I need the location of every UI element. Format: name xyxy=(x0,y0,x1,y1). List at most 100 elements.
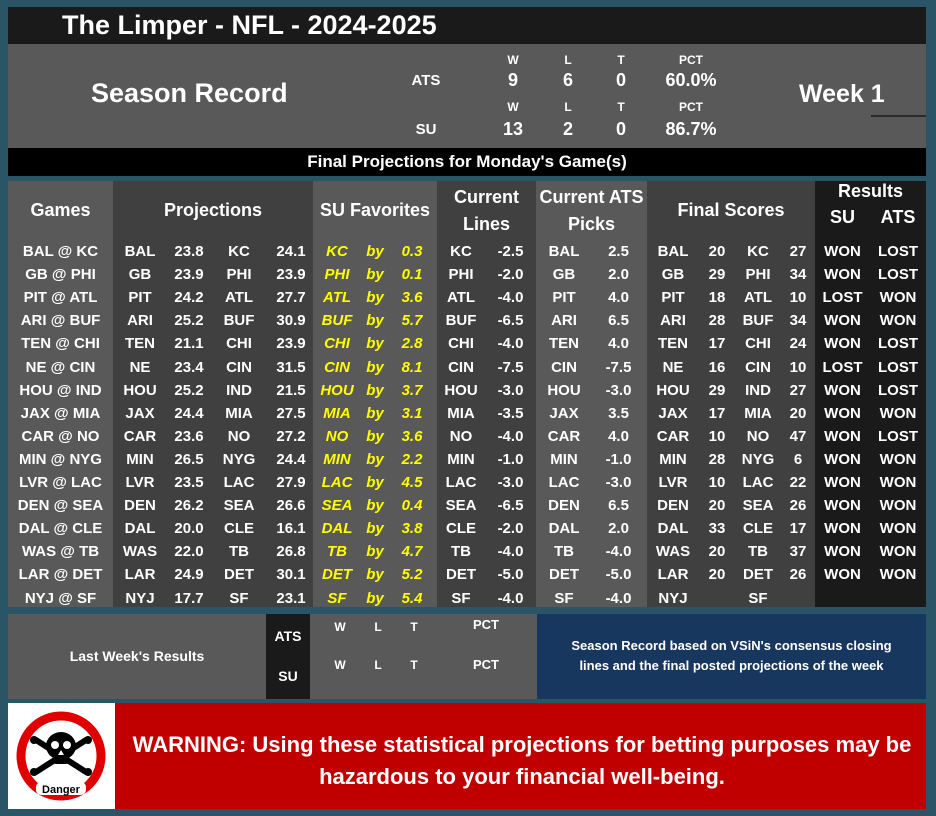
games-column xyxy=(8,181,113,607)
su-favorite-margin: 2.8 xyxy=(401,335,423,353)
ats-pick-team: TB xyxy=(554,543,574,561)
game-matchup: DAL @ CLE xyxy=(18,520,103,538)
result-ats: WON xyxy=(879,289,917,307)
last-week-ats-t-header: T xyxy=(410,620,418,634)
ats-t-header: T xyxy=(617,53,625,67)
final-away-score: 17 xyxy=(708,404,726,422)
final-home-team: NO xyxy=(746,427,770,445)
proj-away-team: LVR xyxy=(125,474,155,491)
limper-sheet: The Limper - NFL - 2024-2025 Season Reco… xyxy=(8,7,926,809)
danger-skull-icon: Danger xyxy=(16,711,106,801)
result-ats: LOST xyxy=(878,427,918,445)
proj-away-team: HOU xyxy=(123,381,157,399)
final-away-team: DEN xyxy=(657,497,689,515)
final-home-score: 17 xyxy=(789,520,807,538)
su-favorite-margin: 8.1 xyxy=(401,358,423,376)
final-home-team: KC xyxy=(747,243,769,260)
final-away-score: 17 xyxy=(708,335,726,353)
last-week-su-w-header: W xyxy=(334,658,346,672)
su-favorite-by: by xyxy=(366,243,384,260)
proj-home-score: 24.1 xyxy=(276,243,306,260)
su-favorite-team: SF xyxy=(327,589,347,607)
ats-picks-header-1: Current ATS xyxy=(539,187,644,207)
line-team: TB xyxy=(451,543,471,561)
results-column xyxy=(815,181,926,607)
ats-pick-team: MIN xyxy=(550,450,578,468)
final-away-team: MIN xyxy=(659,450,687,468)
proj-home-score: 27.5 xyxy=(276,404,306,422)
su-t-header: T xyxy=(617,100,625,114)
su-favorite-team: KC xyxy=(326,243,348,260)
su-favorite-team: BUF xyxy=(321,312,353,330)
su-favorite-margin: 3.7 xyxy=(401,381,423,399)
ats-picks-column xyxy=(536,181,647,607)
proj-home-score: 30.9 xyxy=(276,312,306,330)
su-favorite-margin: 5.7 xyxy=(401,312,423,330)
ats-pick-team: DAL xyxy=(548,520,580,538)
line-value: -5.0 xyxy=(497,566,524,584)
proj-home-score: 27.9 xyxy=(276,474,306,491)
ats-pick-team: CIN xyxy=(551,358,577,376)
proj-home-score: 27.2 xyxy=(276,427,306,445)
ats-pick-value: -3.0 xyxy=(605,381,632,399)
proj-away-team: GB xyxy=(128,266,152,284)
final-away-score: 33 xyxy=(708,520,726,538)
proj-away-team: CAR xyxy=(123,427,157,445)
ats-pick-team: PIT xyxy=(552,289,576,307)
proj-home-score: 23.9 xyxy=(276,266,306,284)
result-ats: WON xyxy=(879,566,917,584)
final-home-team: PHI xyxy=(745,266,771,284)
result-su: WON xyxy=(824,335,861,353)
final-away-score: 20 xyxy=(708,243,726,260)
su-favorite-team: NO xyxy=(325,427,349,445)
final-away-score: 20 xyxy=(708,566,726,584)
su-favorite-by: by xyxy=(366,566,384,584)
su-favorite-by: by xyxy=(366,450,384,468)
line-team: CIN xyxy=(448,358,474,376)
su-favorite-team: LAC xyxy=(321,474,353,491)
result-ats: WON xyxy=(879,450,917,468)
su-favorite-by: by xyxy=(366,358,384,376)
final-away-score: 18 xyxy=(708,289,726,307)
danger-sign: Danger xyxy=(8,703,115,809)
result-su: WON xyxy=(824,381,861,399)
final-home-score: 20 xyxy=(789,404,807,422)
game-matchup: LVR @ LAC xyxy=(19,474,102,491)
su-favorite-team: MIA xyxy=(323,404,351,422)
ats-pick-team: JAX xyxy=(549,404,579,422)
su-favorite-by: by xyxy=(366,312,384,330)
proj-home-team: NO xyxy=(227,427,251,445)
game-matchup: MIN @ NYG xyxy=(19,450,102,468)
proj-home-team: NYG xyxy=(222,450,256,468)
line-value: -6.5 xyxy=(497,312,524,330)
warning-text: WARNING: Using these statistical project… xyxy=(118,729,926,793)
result-su: WON xyxy=(824,543,861,561)
ats-ties: 0 xyxy=(615,70,626,90)
final-away-score: 20 xyxy=(708,543,726,561)
final-home-score: 6 xyxy=(793,450,803,468)
final-home-score: 27 xyxy=(789,243,807,260)
final-home-team: IND xyxy=(745,381,771,399)
proj-home-score: 30.1 xyxy=(276,566,306,584)
ats-wins: 9 xyxy=(507,70,518,90)
result-su: WON xyxy=(824,450,861,468)
line-team: CHI xyxy=(448,335,474,353)
proj-away-team: PIT xyxy=(128,289,152,307)
line-value: -1.0 xyxy=(497,450,524,468)
line-team: BUF xyxy=(445,312,477,330)
line-team: SF xyxy=(451,589,471,607)
ats-pct: 60.0% xyxy=(665,70,717,90)
su-pct-header: PCT xyxy=(679,100,703,114)
result-ats: LOST xyxy=(878,335,918,353)
ats-pick-value: 2.0 xyxy=(608,266,629,284)
final-away-team: NE xyxy=(662,358,684,376)
line-value: -4.0 xyxy=(497,427,524,445)
su-favorite-margin: 5.4 xyxy=(401,589,423,607)
proj-away-score: 23.8 xyxy=(174,243,204,260)
proj-away-team: NE xyxy=(129,358,151,376)
final-away-team: GB xyxy=(661,266,685,284)
line-value: -3.0 xyxy=(497,381,524,399)
su-favorite-team: ATL xyxy=(322,289,352,307)
su-favorite-margin: 2.2 xyxy=(401,450,423,468)
ats-pick-value: 2.0 xyxy=(608,520,629,538)
